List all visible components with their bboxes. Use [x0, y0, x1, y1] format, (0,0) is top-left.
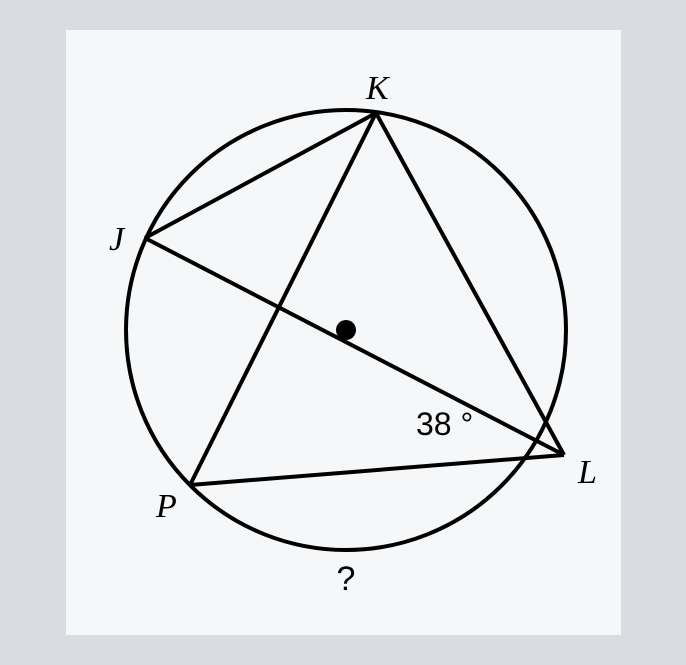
chord-KP: [190, 113, 376, 485]
chord-JL: [145, 238, 564, 455]
angle-label: 38 °: [416, 406, 473, 442]
circle-diagram: K J L P 38 ° ?: [66, 30, 621, 635]
chord-JK: [145, 113, 376, 238]
label-K: K: [365, 70, 391, 107]
diagram-panel: K J L P 38 ° ?: [66, 30, 621, 635]
center-dot: [336, 320, 356, 340]
label-P: P: [155, 488, 177, 525]
label-J: J: [109, 221, 126, 258]
label-L: L: [577, 454, 597, 491]
question-label: ?: [336, 560, 355, 598]
chord-KL: [376, 113, 564, 455]
